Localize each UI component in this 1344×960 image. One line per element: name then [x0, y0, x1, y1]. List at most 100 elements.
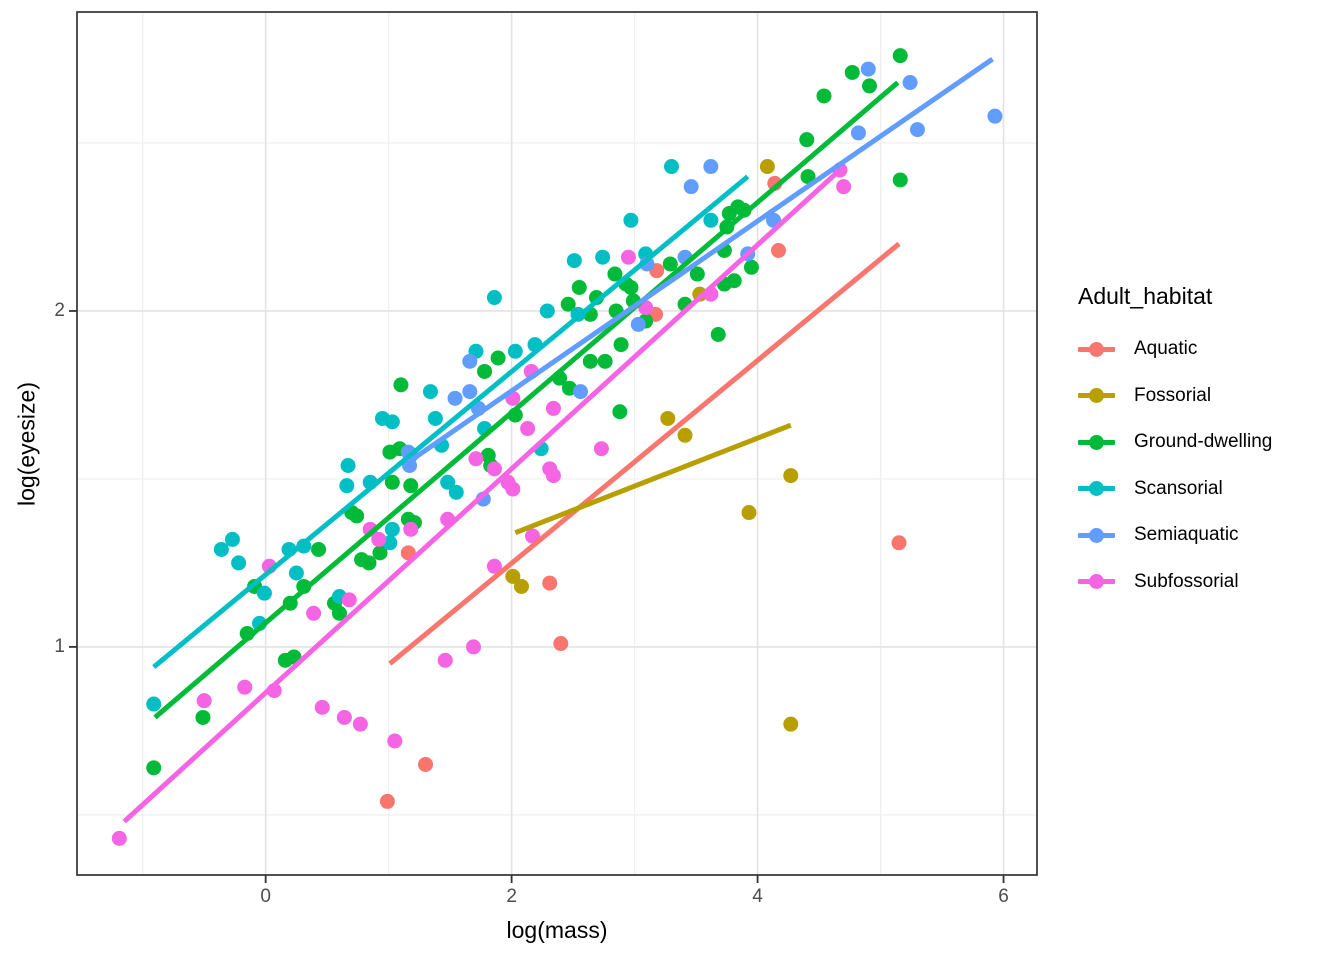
- legend-label: Aquatic: [1134, 338, 1198, 360]
- data-point-ground-dwelling: [477, 363, 493, 379]
- data-point-ground-dwelling: [349, 508, 365, 524]
- data-point-semiaquatic: [462, 384, 478, 400]
- data-point-subfossorial: [520, 421, 536, 437]
- data-point-scansorial: [623, 212, 639, 228]
- data-point-semiaquatic: [909, 122, 925, 138]
- legend-key-icon: [1078, 480, 1115, 497]
- data-point-scansorial: [384, 414, 400, 430]
- data-point-semiaquatic: [630, 316, 646, 332]
- legend-label: Scansorial: [1134, 477, 1223, 499]
- legend-key-dot: [1089, 481, 1104, 497]
- legend-row-aquatic: Aquatic: [1078, 326, 1272, 373]
- data-point-scansorial: [486, 290, 502, 306]
- data-point-scansorial: [663, 159, 679, 175]
- y-tick-label: 2: [54, 299, 65, 321]
- data-point-aquatic: [418, 756, 434, 772]
- data-point-subfossorial: [341, 592, 357, 608]
- plot-panel: [69, 11, 1038, 883]
- data-point-fossorial: [759, 159, 775, 175]
- data-point-subfossorial: [237, 679, 253, 695]
- data-point-ground-dwelling: [892, 48, 908, 64]
- x-tick-label: 2: [506, 886, 517, 907]
- data-point-ground-dwelling: [311, 541, 327, 557]
- data-point-scansorial: [339, 478, 355, 494]
- data-point-ground-dwelling: [816, 88, 832, 104]
- data-point-ground-dwelling: [800, 169, 816, 185]
- data-point-scansorial: [340, 458, 356, 474]
- trend-line-aquatic: [388, 241, 901, 666]
- data-point-aquatic: [542, 575, 558, 591]
- data-point-aquatic: [553, 636, 569, 652]
- data-point-scansorial: [507, 343, 523, 359]
- x-tick-label: 4: [752, 886, 763, 907]
- trend-line-subfossorial: [122, 168, 842, 824]
- data-point-subfossorial: [306, 605, 322, 621]
- data-point-semiaquatic: [860, 61, 876, 77]
- legend-label: Semiaquatic: [1134, 524, 1239, 546]
- data-point-subfossorial: [371, 531, 387, 547]
- data-point-ground-dwelling: [571, 279, 587, 295]
- data-point-semiaquatic: [987, 108, 1003, 124]
- data-point-scansorial: [566, 253, 582, 269]
- legend-key-icon: [1078, 341, 1115, 358]
- data-point-ground-dwelling: [743, 259, 759, 275]
- data-point-scansorial: [213, 541, 229, 557]
- data-point-ground-dwelling: [146, 760, 162, 776]
- data-point-scansorial: [422, 384, 438, 400]
- data-point-scansorial: [595, 249, 611, 265]
- data-point-fossorial: [741, 505, 757, 521]
- legend-title: Adult_habitat: [1078, 283, 1213, 309]
- legend-row-scansorial: Scansorial: [1078, 466, 1272, 513]
- trend-line-scansorial: [152, 174, 750, 669]
- legend-key-icon: [1078, 434, 1115, 451]
- data-point-semiaquatic: [572, 384, 588, 400]
- panel-border: [76, 11, 1038, 876]
- data-point-scansorial: [146, 696, 162, 712]
- legend-label: Ground-dwelling: [1134, 431, 1273, 453]
- trend-line-ground-dwelling: [153, 80, 900, 720]
- data-point-ground-dwelling: [861, 78, 877, 94]
- legend-row-fossorial: Fossorial: [1078, 373, 1272, 420]
- x-axis-title: log(mass): [506, 917, 608, 943]
- data-point-semiaquatic: [447, 390, 463, 406]
- data-point-scansorial: [427, 410, 443, 426]
- data-point-ground-dwelling: [195, 709, 211, 725]
- trend-line-fossorial: [514, 422, 792, 536]
- data-point-subfossorial: [486, 558, 502, 574]
- data-point-scansorial: [440, 474, 456, 490]
- data-point-ground-dwelling: [277, 652, 293, 668]
- data-point-ground-dwelling: [726, 273, 742, 289]
- y-tick-label: 1: [54, 635, 65, 657]
- legend-key-dot: [1089, 388, 1104, 404]
- data-point-subfossorial: [314, 699, 330, 715]
- data-point-ground-dwelling: [710, 326, 726, 342]
- data-point-scansorial: [448, 484, 464, 500]
- data-point-ground-dwelling: [393, 377, 409, 393]
- data-point-ground-dwelling: [372, 545, 388, 561]
- legend-row-ground-dwelling: Ground-dwelling: [1078, 419, 1272, 466]
- data-point-subfossorial: [486, 461, 502, 477]
- legend: Adult_habitat Aquatic Fossorial Ground-dwe…: [1078, 283, 1272, 605]
- legend-key-dot: [1089, 434, 1104, 450]
- legend-row-subfossorial: Subfossorial: [1078, 559, 1272, 606]
- data-point-subfossorial: [387, 733, 403, 749]
- legend-key-icon: [1078, 387, 1115, 404]
- legend-key-icon: [1078, 527, 1115, 544]
- data-point-semiaquatic: [462, 353, 478, 369]
- legend-key-dot: [1089, 341, 1104, 357]
- data-point-scansorial: [256, 585, 272, 601]
- data-point-semiaquatic: [850, 125, 866, 141]
- data-point-subfossorial: [196, 693, 212, 709]
- data-point-ground-dwelling: [799, 132, 815, 148]
- data-point-ground-dwelling: [662, 256, 678, 272]
- data-point-semiaquatic: [683, 179, 699, 195]
- data-point-fossorial: [513, 578, 529, 594]
- data-point-ground-dwelling: [597, 353, 613, 369]
- data-point-subfossorial: [593, 441, 609, 457]
- data-point-ground-dwelling: [361, 555, 377, 571]
- legend-rows: Aquatic Fossorial Ground-dwelling Scansoria…: [1078, 326, 1272, 605]
- x-tick-label: 6: [998, 886, 1009, 907]
- legend-key-icon: [1078, 573, 1115, 590]
- data-point-ground-dwelling: [844, 64, 860, 80]
- data-point-ground-dwelling: [403, 478, 419, 494]
